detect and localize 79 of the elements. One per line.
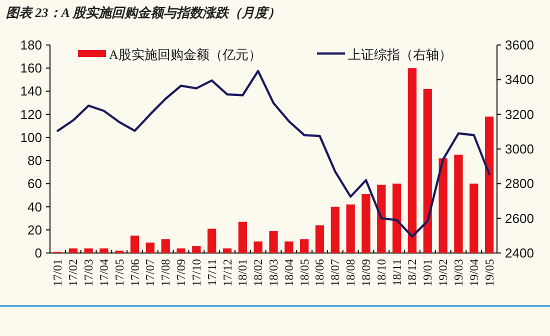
bar [192,246,201,253]
x-tick-label: 17/01 [50,259,65,286]
bar [470,184,478,253]
legend-label: A股实施回购金额（亿元） [109,47,262,62]
x-tick-label: 17/12 [220,259,234,286]
x-tick-label: 18/07 [328,259,342,286]
y-tick-label: 80 [28,153,42,168]
y2-tick-label: 3600 [505,38,534,52]
bar [377,184,386,253]
y2-tick-label: 2600 [505,210,534,226]
x-tick-label: 17/05 [112,259,126,286]
bar [100,248,108,253]
line-series [56,70,490,238]
bar [454,154,463,253]
y2-tick-label: 2400 [505,246,534,260]
bar [284,241,294,253]
x-tick-label: 18/11 [390,259,404,286]
y2-tick-label: 3000 [505,142,534,156]
bar [146,242,155,253]
y-tick-label: 120 [20,106,42,122]
y-tick-label: 0 [34,246,42,260]
x-tick-label: 18/06 [312,259,327,286]
x-tick-label: 18/12 [405,259,420,286]
y-tick-label: 180 [20,38,42,52]
bar [315,225,324,253]
y-tick-label: 160 [20,60,42,76]
legend-item: 上证综指（右轴） [317,47,452,62]
y-tick-label: 60 [28,176,42,192]
y-tick-label: 20 [28,222,42,238]
bar [84,248,93,253]
x-tick-label: 17/03 [82,259,96,286]
bar [222,248,232,253]
x-tick-label: 19/03 [451,259,466,286]
x-tick-label: 18/03 [266,259,280,286]
x-tick-label: 18/08 [344,259,358,286]
y-tick-label: 100 [20,130,42,145]
y2-tick-label: 3200 [505,106,534,122]
bar [423,88,432,253]
x-tick-label: 18/10 [374,259,388,286]
x-tick-label: 18/09 [358,259,373,286]
x-tick-label: 17/10 [189,259,204,286]
y2-tick-label: 2800 [505,176,534,192]
bar [269,231,278,253]
chart-title: 图表 23：A 股实施回购金额与指数涨跌（月度） [6,5,280,20]
x-tick-label: 18/01 [236,259,250,286]
y-tick-label: 140 [20,84,42,99]
x-tick-label: 19/05 [482,259,496,286]
x-tick-label: 18/02 [251,259,266,286]
bar [346,204,355,253]
x-tick-label: 19/01 [420,259,435,286]
bar [208,228,216,253]
bar [300,239,309,253]
x-tick-label: 17/04 [96,259,111,286]
bar [68,248,78,253]
bar [438,158,448,253]
bar [176,248,186,253]
x-tick-label: 17/11 [204,259,219,286]
x-tick-label: 17/08 [158,259,173,286]
bar [392,184,402,253]
y2-tick-label: 3400 [505,72,534,88]
bar [161,239,170,253]
x-tick-label: 19/04 [466,259,481,286]
bar [130,236,140,253]
y-tick-label: 40 [28,199,42,214]
x-tick-label: 18/04 [282,259,296,286]
x-tick-label: 18/05 [297,259,312,286]
bar [238,222,247,253]
bar [330,206,340,253]
x-tick-label: 17/07 [143,259,158,286]
x-tick-label: 17/02 [66,259,80,286]
bar [484,116,494,253]
x-tick-label: 17/09 [174,259,188,286]
bar [362,194,370,253]
legend-item: A股实施回购金额（亿元） [78,47,262,62]
bar [408,68,417,253]
bar [254,241,262,253]
x-tick-label: 17/06 [128,259,142,286]
x-tick-label: 19/02 [436,259,450,286]
legend-label: 上证综指（右轴） [348,47,452,62]
